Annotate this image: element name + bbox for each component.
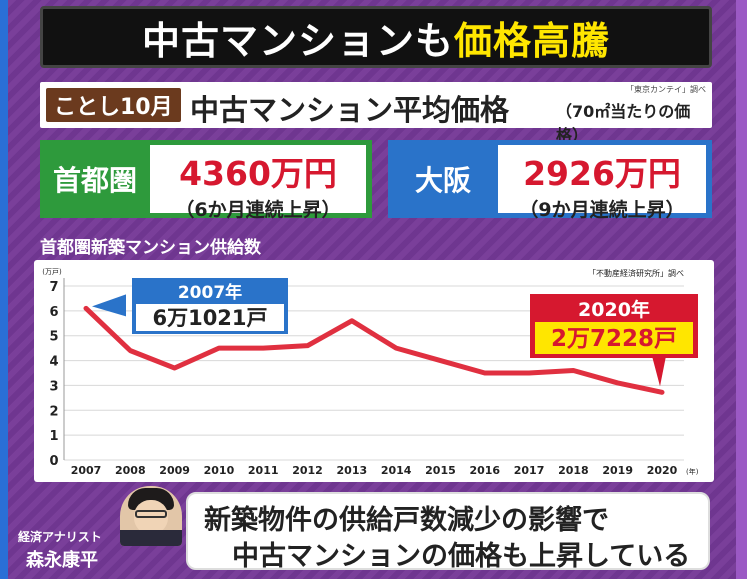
x-tick-label: 2014 (381, 464, 412, 477)
comment-line-2: 中古マンションの価格も上昇している (232, 541, 691, 572)
analyst-role: 経済アナリスト (18, 530, 102, 544)
price-region: 首都圏 (52, 164, 137, 197)
x-tick-label: 2013 (337, 464, 368, 477)
analyst-avatar (120, 486, 182, 546)
comment-bubble: 新築物件の供給戸数減少の影響で 中古マンションの価格も上昇している (186, 492, 710, 572)
y-tick-label: 2 (49, 404, 58, 419)
x-unit-label: (年) (686, 467, 699, 476)
price-note: （9か月連続上昇） (519, 199, 685, 221)
callout-pointer (652, 356, 666, 387)
x-tick-label: 2019 (602, 464, 633, 477)
y-tick-label: 1 (49, 429, 58, 444)
y-tick-label: 3 (49, 379, 58, 394)
x-tick-label: 2008 (115, 464, 146, 477)
left-edge-strip (0, 0, 8, 579)
subtitle: 中古マンション平均価格 (190, 93, 510, 127)
date-tag: ことし10月 (46, 88, 181, 122)
price-amount: 4360万円 (179, 154, 337, 193)
headline-part2: 価格高騰 (454, 18, 611, 63)
x-tick-label: 2017 (514, 464, 545, 477)
callout-2007-value: 6万1021戸 (152, 306, 267, 330)
y-tick-label: 5 (49, 330, 58, 345)
subtitle-bar: ことし10月 中古マンション平均価格 （70㎡当たりの価格） 「東京カンテイ」調… (40, 82, 712, 145)
x-tick-label: 2012 (292, 464, 323, 477)
subtitle-note: （70㎡当たりの価格） (556, 102, 691, 145)
callout-2020-value: 2万7228戸 (551, 326, 677, 352)
y-tick-label: 4 (49, 355, 58, 370)
callout-2020-inner (535, 322, 693, 354)
price-value-box: 2926万円 （9か月連続上昇） (498, 145, 706, 221)
x-tick-label: 2015 (425, 464, 456, 477)
price-amount: 2926万円 (523, 154, 681, 193)
y-unit-label: (万戸) (42, 268, 62, 276)
x-tick-label: 2009 (159, 464, 190, 477)
chart-title: 首都圏新築マンション供給数 (40, 238, 261, 258)
x-tick-label: 2010 (204, 464, 235, 477)
subtitle-source: 「東京カンテイ」調べ (626, 85, 706, 94)
callout-pointer (92, 294, 126, 317)
comment-line-1: 新築物件の供給戸数減少の影響で (204, 505, 609, 536)
price-note: （6か月連続上昇） (175, 199, 341, 221)
x-tick-label: 2011 (248, 464, 279, 477)
callout-2007-year: 2007年 (178, 282, 242, 303)
line-chart: 0 1 2 3 4 5 6 7 (万戸) 2007 2008 2009 2010 2011 2012 2013… (42, 268, 699, 477)
data-line (83, 305, 665, 395)
callout-2007-inner (136, 304, 284, 331)
chart-panel: 0 1 2 3 4 5 6 7 (万戸) 2007 2008 2009 2010 2011 2012 2013… (34, 260, 714, 482)
right-edge-strip (736, 0, 747, 579)
headline: 中古マンションも 価格高騰 (40, 6, 712, 68)
headline-part1: 中古マンションも (141, 18, 454, 63)
price-box-osaka: 大阪 2926万円 （9か月連続上昇） (388, 140, 712, 221)
x-tick-label: 2018 (558, 464, 589, 477)
y-tick-label: 6 (49, 305, 58, 320)
x-tick-label: 2020 (647, 464, 678, 477)
analyst-name: 森永康平 (26, 550, 98, 571)
x-tick-label: 2016 (469, 464, 500, 477)
y-tick-label: 0 (49, 454, 58, 469)
chart-source: 「不動産経済研究所」調べ (588, 268, 684, 278)
price-box-tokyo: 首都圏 4360万円 （6か月連続上昇） (40, 140, 372, 221)
x-tick-label: 2007 (71, 464, 102, 477)
y-tick-label: 7 (49, 280, 58, 295)
callout-2020-year: 2020年 (578, 298, 650, 321)
price-value-box: 4360万円 （6か月連続上昇） (150, 145, 366, 221)
price-region: 大阪 (414, 164, 471, 197)
